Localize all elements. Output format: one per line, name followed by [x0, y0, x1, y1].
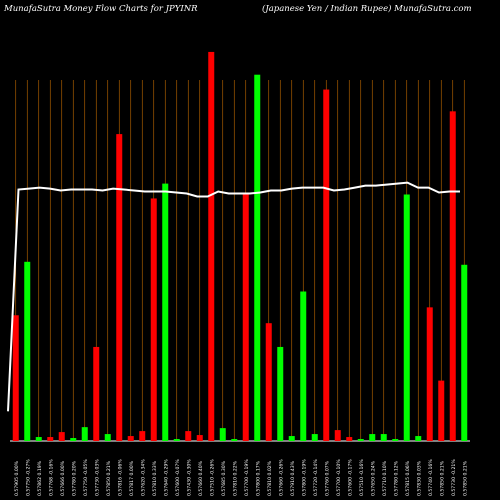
- bar-down: [334, 430, 341, 441]
- x-tick-label: 0.57810 0.33%: [152, 460, 158, 496]
- bar-down: [208, 51, 215, 442]
- x-tick-label: 0.57768 -0.16%: [48, 459, 54, 496]
- x-tick-label: 0.57640 -0.29%: [163, 459, 169, 496]
- chart-title-right: (Japanese Yen / Indian Rupee) MunafaSutr…: [262, 4, 472, 14]
- x-tick-label: 0.57620 -0.34%: [140, 459, 146, 496]
- x-tick-label: 0.57817 0.00%: [129, 460, 135, 496]
- bar-down: [323, 89, 330, 442]
- bar-down: [438, 380, 445, 441]
- x-tick-label: 0.57815 0.06%: [405, 460, 411, 496]
- x-tick-label: 0.57850 0.21%: [439, 460, 445, 496]
- x-tick-label: 0.57740 -0.16%: [428, 459, 434, 496]
- bar-up: [403, 194, 410, 441]
- bar-up: [35, 437, 42, 441]
- bar-down: [265, 323, 272, 441]
- x-tick-label: 0.57660 -0.26%: [278, 459, 284, 496]
- bar-down: [196, 435, 203, 441]
- x-tick-label: 0.57816 -0.06%: [117, 459, 123, 496]
- x-tick-label: 0.57660 0.40%: [198, 460, 204, 496]
- x-tick-label: 0.57905 0.00%: [14, 460, 20, 496]
- x-tick-label: 0.57700 -0.19%: [244, 459, 250, 496]
- bar-down: [116, 134, 123, 441]
- x-tick-label: 0.57850 0.21%: [462, 460, 468, 496]
- bar-up: [219, 428, 226, 441]
- x-tick-label: 0.57600 -0.17%: [347, 459, 353, 496]
- x-tick-label: 0.57710 0.10%: [382, 460, 388, 496]
- x-tick-label: 0.57750 -0.05%: [83, 459, 89, 496]
- flow-line: [7, 181, 460, 412]
- bar-up: [277, 346, 284, 441]
- bar-down: [139, 431, 146, 441]
- x-tick-label: 0.57510 -0.16%: [359, 459, 365, 496]
- bar-down: [93, 346, 100, 441]
- bar-down: [127, 436, 134, 441]
- bar-down: [242, 192, 249, 441]
- x-tick-label: 0.57780 0.20%: [71, 460, 77, 496]
- bar-up: [81, 427, 88, 441]
- x-tick-label: 0.57750 -0.27%: [25, 459, 31, 496]
- bar-up: [369, 434, 376, 441]
- bar-down: [185, 431, 192, 441]
- x-tick-label: 0.57666 0.00%: [60, 460, 66, 496]
- x-tick-label: 0.57830 0.03%: [416, 460, 422, 496]
- x-tick-label: 0.57760 0.07%: [324, 460, 330, 496]
- bar-up: [357, 439, 364, 441]
- x-tick-label: 0.57685 0.30%: [221, 460, 227, 496]
- bar-up: [300, 291, 307, 441]
- bar-up: [415, 436, 422, 441]
- x-tick-label: 0.57510 -0.26%: [209, 459, 215, 496]
- bar-down: [426, 307, 433, 441]
- x-tick-label: 0.57910 0.43%: [290, 460, 296, 496]
- x-tick-label: 0.57730 -0.21%: [451, 459, 457, 496]
- bar-up: [380, 434, 387, 441]
- bar-up: [104, 434, 111, 441]
- bar-down: [449, 111, 456, 441]
- chart-title-left: MunafaSutra Money Flow Charts for JPYINR: [4, 4, 198, 14]
- x-tick-label: 0.57810 0.22%: [232, 460, 238, 496]
- x-tick-label: 0.57862 0.19%: [37, 460, 43, 496]
- x-tick-label: 0.57810 0.02%: [267, 460, 273, 496]
- bar-up: [392, 439, 399, 441]
- x-tick-label: 0.57720 -0.14%: [313, 459, 319, 496]
- bar-up: [254, 74, 261, 441]
- x-tick-label: 0.57780 0.12%: [393, 460, 399, 496]
- x-tick-label: 0.57800 0.17%: [255, 460, 261, 496]
- bar-up: [311, 434, 318, 441]
- x-tick-label: 0.57700 -0.10%: [336, 459, 342, 496]
- x-tick-label: 0.57730 -0.03%: [94, 459, 100, 496]
- bar-up: [24, 261, 31, 441]
- x-tick-label: 0.57430 -0.30%: [186, 459, 192, 496]
- bar-up: [173, 439, 180, 441]
- bar-down: [58, 432, 65, 441]
- bar-up: [461, 264, 468, 441]
- x-tick-label: 0.57800 -0.19%: [301, 459, 307, 496]
- bar-down: [150, 198, 157, 441]
- bar-down: [47, 437, 54, 441]
- x-tick-label: 0.57600 -0.07%: [175, 459, 181, 496]
- bar-up: [162, 183, 169, 441]
- x-tick-label: 0.57650 0.24%: [370, 460, 376, 496]
- bar-up: [288, 436, 295, 441]
- bar-up: [70, 438, 77, 441]
- bar-down: [346, 437, 353, 441]
- bar-down: [12, 315, 19, 441]
- bar-up: [231, 439, 238, 441]
- x-tick-label: 0.57850 0.21%: [106, 460, 112, 496]
